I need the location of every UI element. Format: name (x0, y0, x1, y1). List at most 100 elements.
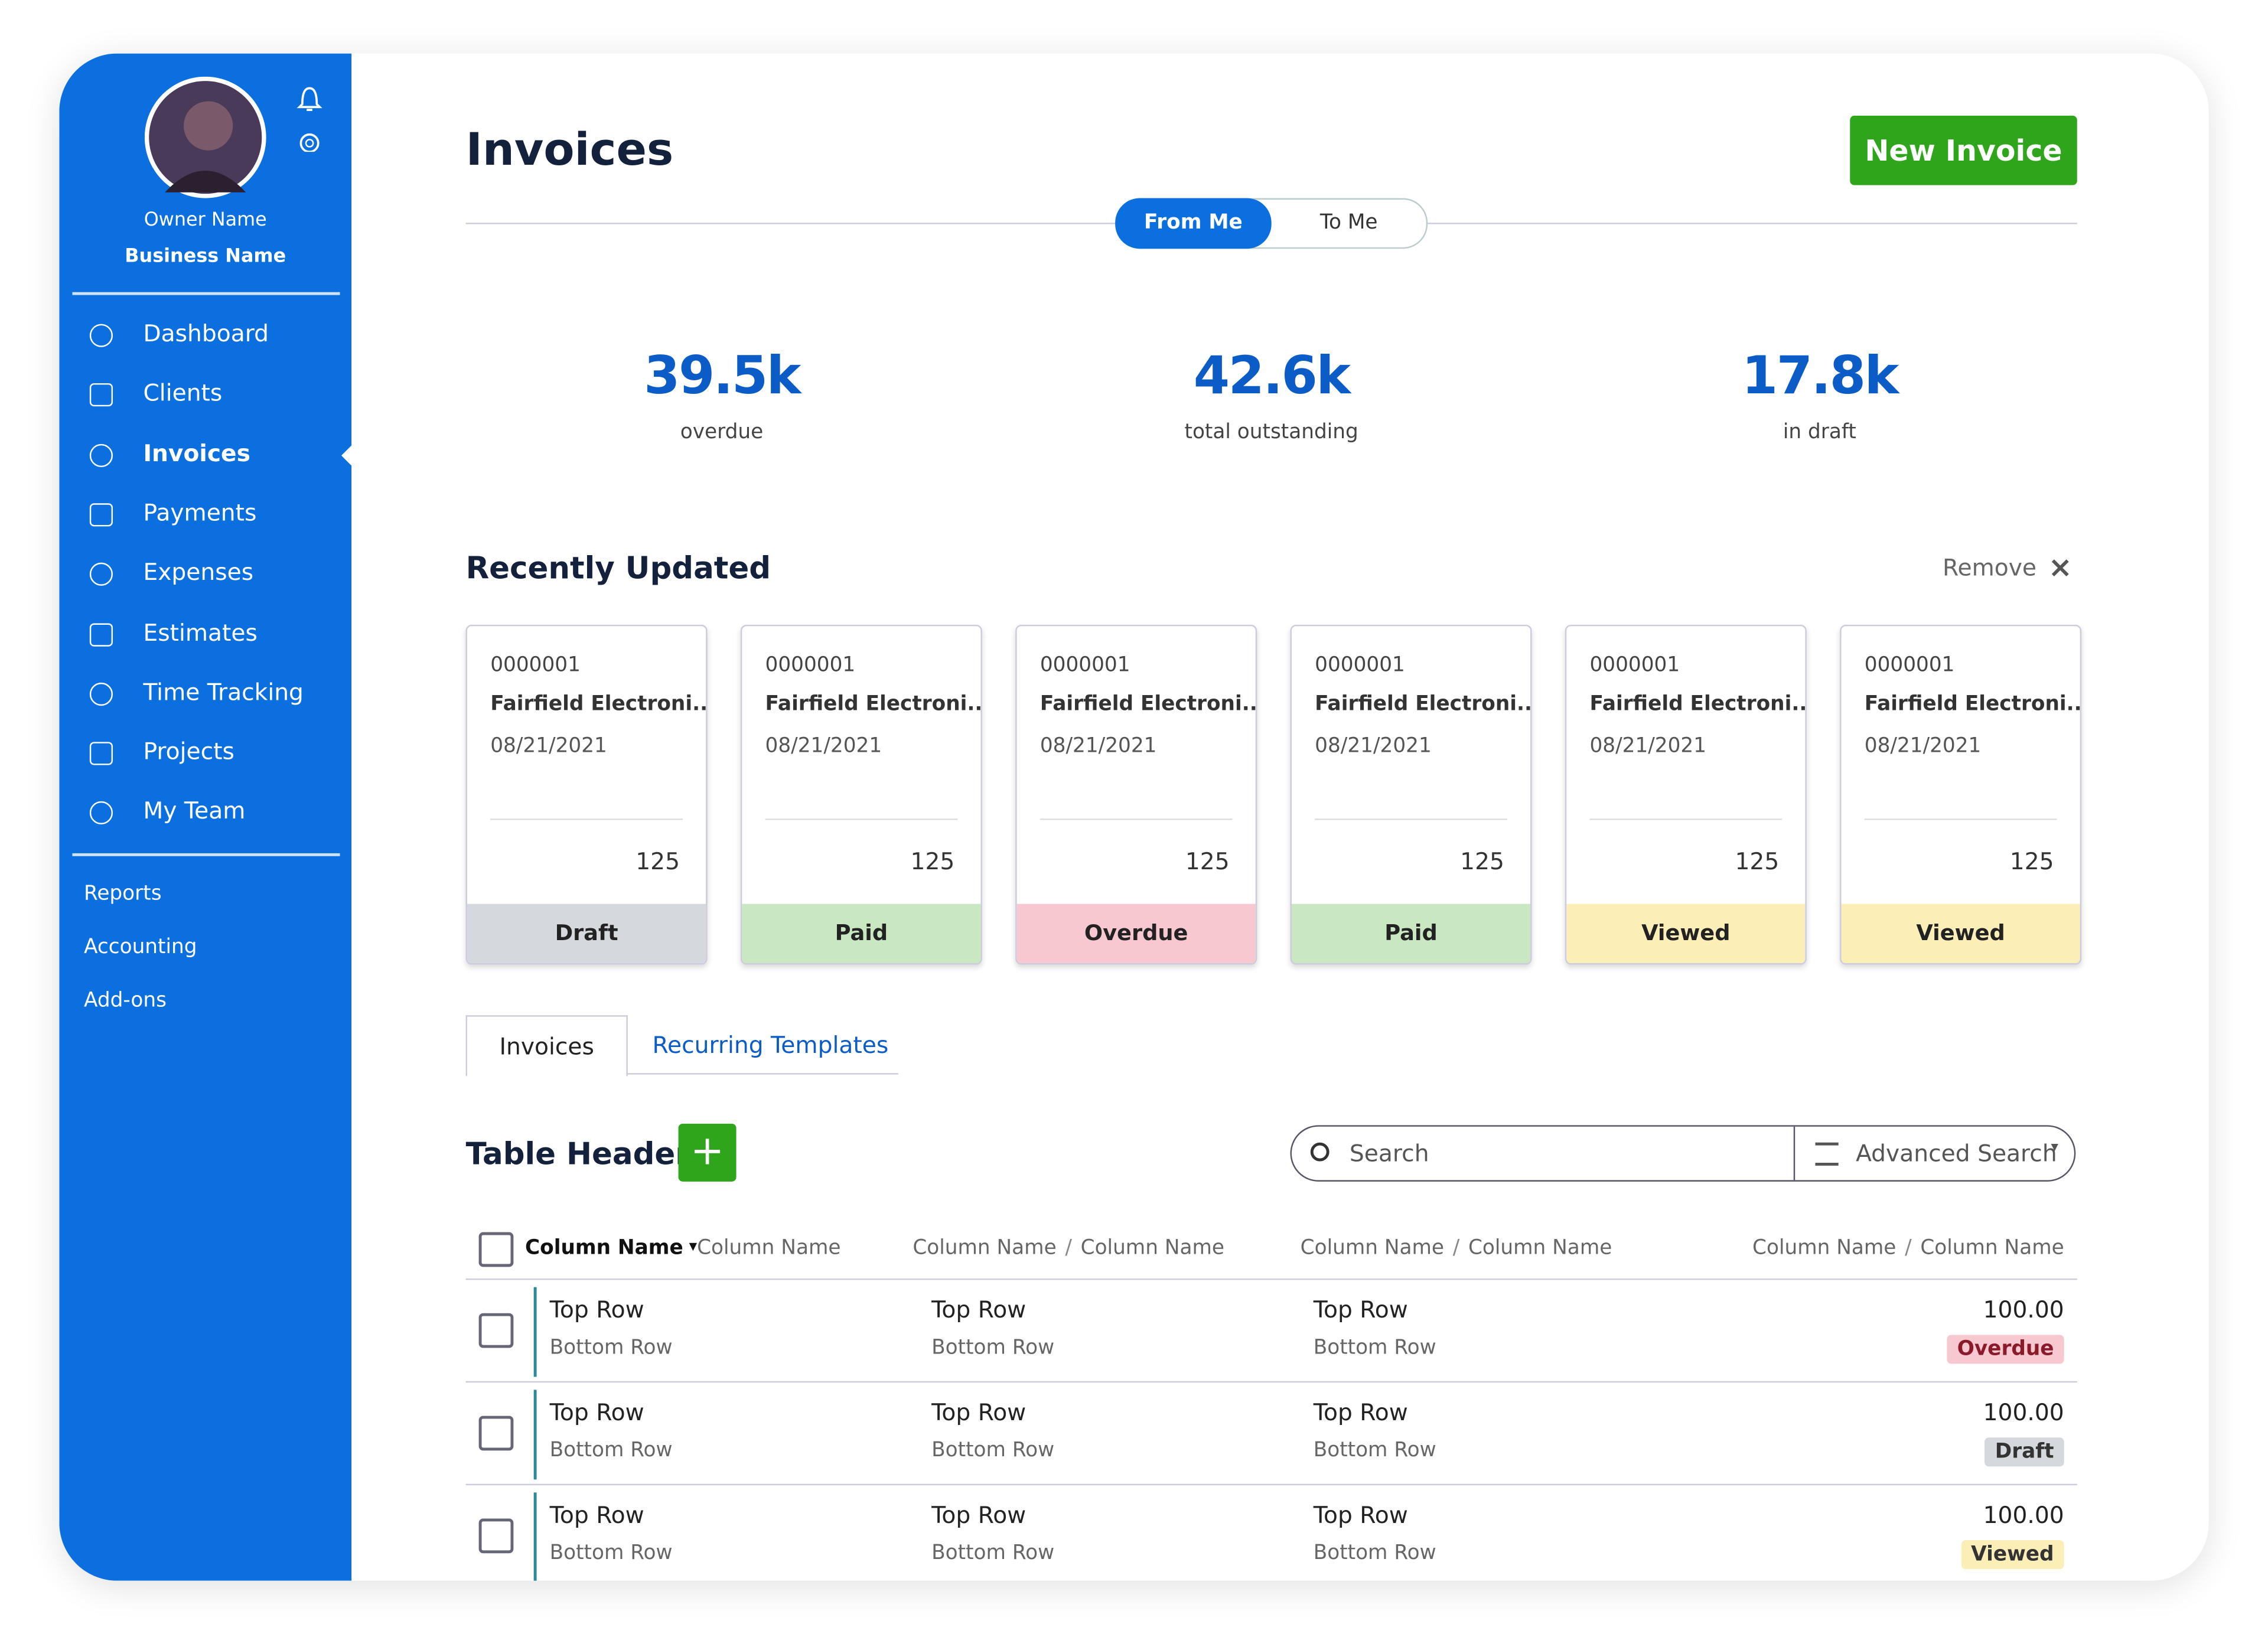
stat-label: overdue (680, 420, 764, 444)
nav-item[interactable]: Accounting (84, 935, 197, 959)
sidebar: Owner Name Business Name Dashboard Client… (59, 53, 353, 1581)
app-window: Owner Name Business Name Dashboard Client… (59, 53, 2209, 1581)
add-button[interactable]: + (678, 1123, 737, 1182)
column-header: Column Name ▾ Column Name (525, 1237, 840, 1260)
nav-item[interactable]: Clients (143, 379, 223, 407)
nav-icon (89, 801, 113, 825)
divider (72, 292, 340, 295)
checkbox[interactable] (478, 1416, 514, 1451)
nav-icon (89, 503, 113, 527)
status-band: Draft (467, 904, 706, 964)
nav-item[interactable]: Projects (143, 738, 234, 765)
invoice-amount: 125 (636, 847, 680, 875)
invoice-date: 08/21/2021 (765, 735, 882, 758)
row-accent (533, 1287, 537, 1377)
column-name[interactable]: Column Name (524, 1236, 683, 1260)
divider (465, 1381, 2077, 1383)
advanced-search[interactable]: Advanced Search (1856, 1139, 2057, 1167)
column-name[interactable]: Column Name (1896, 1237, 2064, 1260)
cell-bottom: Bottom Row (549, 1336, 673, 1360)
toggle-option[interactable]: From Me (1115, 198, 1272, 249)
cell-bottom: Bottom Row (1313, 1439, 1436, 1462)
column-name[interactable]: Column Name (1444, 1237, 1612, 1260)
nav-item[interactable]: My Team (143, 797, 246, 825)
search-box[interactable]: Search Advanced Search ▾ (1290, 1125, 2076, 1182)
tab-active[interactable]: Invoices (465, 1015, 628, 1077)
client-name: Fairfield Electroni... (765, 693, 982, 716)
status-band: Paid (742, 904, 981, 964)
nav-icon (89, 742, 113, 765)
status-badge: Viewed (1961, 1540, 2064, 1570)
nav-item[interactable]: Reports (84, 882, 162, 906)
cell-top: Top Row (549, 1398, 644, 1426)
invoice-number: 0000001 (1315, 653, 1405, 677)
divider (1589, 818, 1783, 820)
table-title: Table Header (465, 1136, 690, 1172)
invoice-card[interactable]: 0000001 Fairfield Electroni... 08/21/2021 1… (1565, 624, 1807, 965)
invoice-number: 0000001 (1040, 653, 1130, 677)
stat-label: total outstanding (1184, 420, 1358, 444)
business-name: Business Name (125, 246, 286, 268)
status-band: Paid (1291, 904, 1531, 964)
invoice-card[interactable]: 0000001 Fairfield Electroni... 08/21/2021 1… (1290, 624, 1532, 965)
nav-icon (89, 383, 113, 407)
amount: 100.00 (1983, 1398, 2064, 1426)
avatar (144, 76, 266, 198)
invoice-card[interactable]: 0000001 Fairfield Electroni... 08/21/2021 1… (1840, 624, 2082, 965)
invoice-card[interactable]: 0000001 Fairfield Electroni... 08/21/2021 1… (465, 624, 708, 965)
invoice-date: 08/21/2021 (1864, 735, 1982, 758)
cell-bottom: Bottom Row (1313, 1336, 1436, 1360)
column-name[interactable]: Column Name (913, 1236, 1057, 1260)
checkbox[interactable] (478, 1232, 514, 1267)
stat-value: 17.8k (1741, 347, 1899, 407)
column-name[interactable]: Column Name (1057, 1237, 1224, 1260)
cell-top: Top Row (1313, 1501, 1408, 1529)
nav-item[interactable]: Add-ons (84, 989, 167, 1013)
client-name: Fairfield Electroni... (1864, 693, 2082, 716)
tab[interactable]: Recurring Templates (652, 1031, 889, 1059)
column-name[interactable]: Column Name (1300, 1236, 1445, 1260)
invoice-number: 0000001 (1589, 653, 1680, 677)
remove-button[interactable]: Remove (1943, 553, 2037, 582)
row-accent (533, 1390, 537, 1480)
invoice-amount: 125 (2009, 847, 2054, 875)
client-name: Fairfield Electroni... (1315, 693, 1532, 716)
divider (626, 1073, 898, 1075)
cell-bottom: Bottom Row (931, 1439, 1055, 1462)
nav-item[interactable]: Estimates (143, 618, 258, 646)
page-title: Invoices (465, 124, 674, 177)
search-icon (1310, 1142, 1329, 1162)
cell-top: Top Row (931, 1398, 1027, 1426)
cell-top: Top Row (931, 1296, 1027, 1323)
column-name[interactable]: Column Name (697, 1236, 841, 1260)
stat-value: 39.5k (644, 347, 801, 407)
invoice-number: 0000001 (1864, 653, 1955, 677)
client-name: Fairfield Electroni... (1589, 693, 1807, 716)
nav-icon (89, 443, 113, 467)
invoice-date: 08/21/2021 (1589, 735, 1707, 758)
nav-item[interactable]: Payments (143, 498, 257, 527)
close-icon: × (2048, 549, 2073, 585)
invoice-card[interactable]: 0000001 Fairfield Electroni... 08/21/2021 1… (740, 624, 982, 965)
invoice-amount: 125 (910, 847, 955, 875)
nav-item[interactable]: Dashboard (143, 319, 269, 347)
checkbox[interactable] (478, 1518, 514, 1554)
nav-item[interactable]: Invoices (143, 439, 250, 467)
invoice-amount: 125 (1735, 847, 1780, 875)
status-band: Viewed (1841, 904, 2080, 964)
checkbox[interactable] (478, 1313, 514, 1348)
nav-item[interactable]: Time Tracking (143, 678, 304, 706)
nav-icon (89, 563, 113, 586)
invoice-card[interactable]: 0000001 Fairfield Electroni... 08/21/2021 1… (1015, 624, 1257, 965)
cell-bottom: Bottom Row (549, 1439, 673, 1462)
header-icons[interactable] (296, 83, 322, 152)
new-invoice-button[interactable]: New Invoice (1850, 115, 2077, 185)
column-name[interactable]: Column Name (1752, 1236, 1896, 1260)
nav-item[interactable]: Expenses (143, 558, 254, 586)
cell-bottom: Bottom Row (1313, 1541, 1436, 1565)
toggle-option[interactable]: To Me (1319, 211, 1378, 234)
client-name: Fairfield Electroni... (490, 693, 708, 716)
